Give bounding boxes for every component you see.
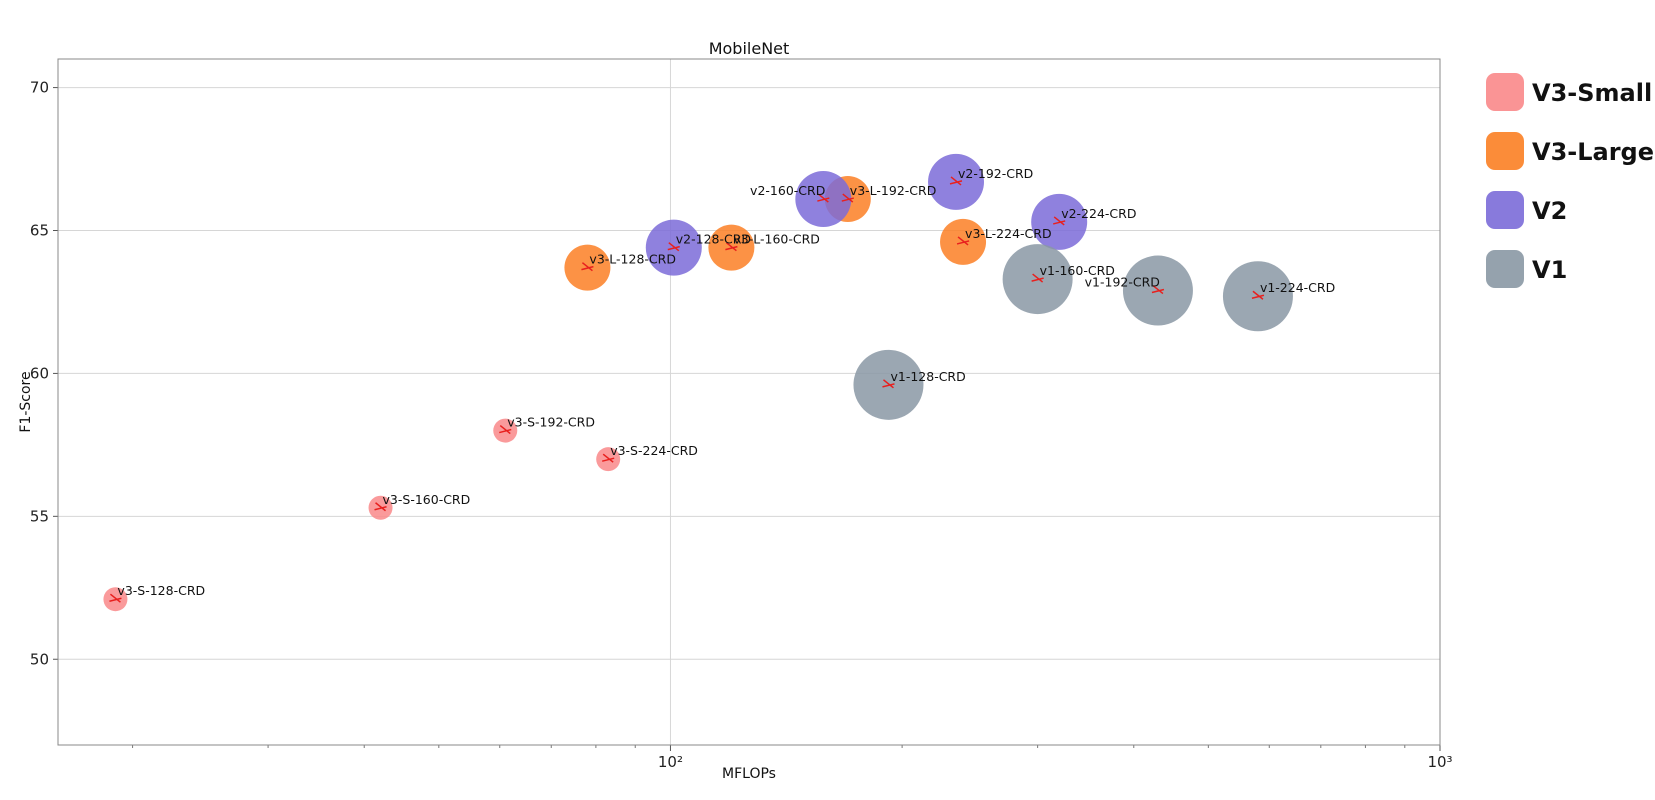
x-tick-label: 10³	[1427, 753, 1452, 771]
point-label: v3-L-160-CRD	[733, 232, 820, 247]
point-marker	[602, 453, 615, 463]
point-marker	[581, 262, 594, 272]
point-label: v2-160-CRD	[750, 183, 825, 198]
bubbles	[103, 153, 1293, 612]
point-label: v1-192-CRD	[1085, 275, 1160, 290]
point-label: v2-128-CRD	[676, 232, 751, 247]
y-tick-label: 55	[30, 507, 49, 525]
legend-swatch	[1486, 250, 1524, 288]
point-marker	[499, 424, 512, 435]
point-label: v3-S-192-CRD	[507, 415, 595, 430]
point-marker	[374, 502, 387, 512]
point-label: v1-128-CRD	[890, 369, 965, 384]
point-marker	[817, 193, 830, 203]
y-tick-label: 65	[30, 222, 49, 240]
point-markers	[109, 176, 1265, 603]
point-labels: v3-S-128-CRD v3-S-160-CRD v3-S-192-CRD v3-S…	[117, 166, 1335, 598]
legend-label: V3-Small	[1532, 79, 1652, 107]
chart-title: MobileNet	[709, 39, 790, 58]
point-marker	[949, 176, 963, 186]
legend-swatch	[1486, 191, 1524, 229]
plot-frame	[57, 58, 1441, 746]
point-marker	[841, 193, 854, 203]
point-label: v1-224-CRD	[1260, 280, 1335, 295]
point-marker	[109, 593, 122, 603]
point-label: v3-S-128-CRD	[117, 583, 205, 598]
point-label: v3-L-224-CRD	[965, 226, 1052, 241]
point-label: v3-L-192-CRD	[850, 183, 937, 198]
point-label: v3-L-128-CRD	[589, 252, 676, 267]
legend-swatch	[1486, 73, 1524, 111]
y-axis-label: F1-Score	[18, 371, 34, 432]
legend-label: V3-Large	[1532, 138, 1654, 166]
point-marker	[882, 379, 895, 389]
legend-swatch	[1486, 132, 1524, 170]
point-label: v1-160-CRD	[1040, 263, 1115, 278]
point-marker	[1031, 273, 1044, 283]
x-axis-label: MFLOPs	[722, 766, 776, 782]
y-tick-label: 70	[30, 79, 49, 97]
point-label: v2-192-CRD	[958, 166, 1033, 181]
point-label: v2-224-CRD	[1061, 206, 1136, 221]
point-marker	[1053, 216, 1066, 226]
y-tick-label: 50	[30, 650, 49, 668]
point-marker	[1251, 290, 1265, 300]
legend-label: V1	[1532, 256, 1567, 284]
point-marker	[1151, 284, 1165, 295]
legend: V3-Small V3-Large V2 V1	[1486, 73, 1654, 288]
legend-label: V2	[1532, 197, 1567, 225]
point-label: v3-S-160-CRD	[383, 492, 471, 507]
x-tick-label: 10²	[658, 753, 683, 771]
point-marker	[667, 242, 680, 252]
grid-lines	[58, 59, 1441, 745]
point-marker	[956, 236, 970, 246]
point-marker	[725, 242, 738, 252]
y-tick-label: 60	[30, 364, 49, 382]
axis-ticks: 50 55 60 65 70 10² 10³	[30, 79, 1453, 771]
point-label: v3-S-224-CRD	[610, 443, 698, 458]
